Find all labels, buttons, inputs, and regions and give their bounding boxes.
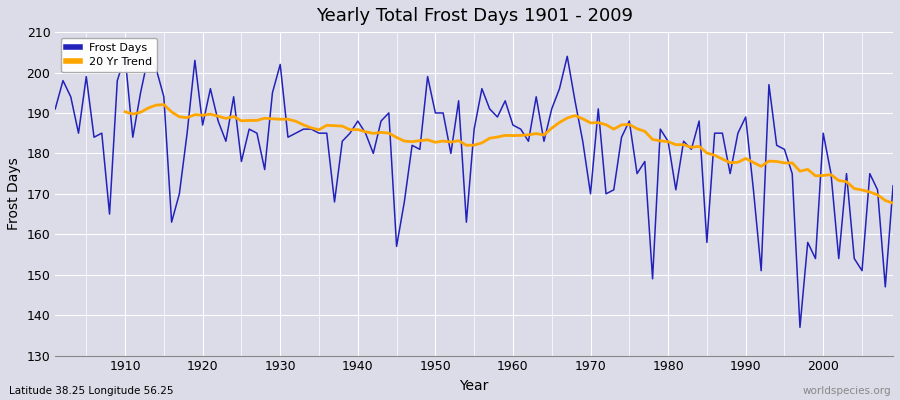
Y-axis label: Frost Days: Frost Days <box>7 158 21 230</box>
Legend: Frost Days, 20 Yr Trend: Frost Days, 20 Yr Trend <box>61 38 158 72</box>
Frost Days <box>50 106 60 111</box>
Frost Days <box>516 127 526 132</box>
Frost Days <box>508 123 518 128</box>
20 Yr Trend <box>857 188 868 192</box>
20 Yr Trend <box>887 201 898 206</box>
Text: Latitude 38.25 Longitude 56.25: Latitude 38.25 Longitude 56.25 <box>9 386 174 396</box>
Frost Days <box>887 183 898 188</box>
Frost Days <box>112 78 122 83</box>
Text: worldspecies.org: worldspecies.org <box>803 386 891 396</box>
20 Yr Trend <box>274 117 285 122</box>
Frost Days <box>120 54 130 59</box>
Frost Days <box>795 325 806 330</box>
Title: Yearly Total Frost Days 1901 - 2009: Yearly Total Frost Days 1901 - 2009 <box>316 7 633 25</box>
Line: Frost Days: Frost Days <box>55 56 893 327</box>
Frost Days <box>337 139 347 144</box>
Line: 20 Yr Trend: 20 Yr Trend <box>125 104 893 203</box>
20 Yr Trend <box>585 120 596 125</box>
20 Yr Trend <box>523 132 534 137</box>
X-axis label: Year: Year <box>460 379 489 393</box>
Frost Days <box>608 188 619 192</box>
Frost Days <box>291 131 302 136</box>
20 Yr Trend <box>158 102 169 107</box>
20 Yr Trend <box>306 126 317 130</box>
20 Yr Trend <box>120 109 130 114</box>
20 Yr Trend <box>833 178 844 183</box>
